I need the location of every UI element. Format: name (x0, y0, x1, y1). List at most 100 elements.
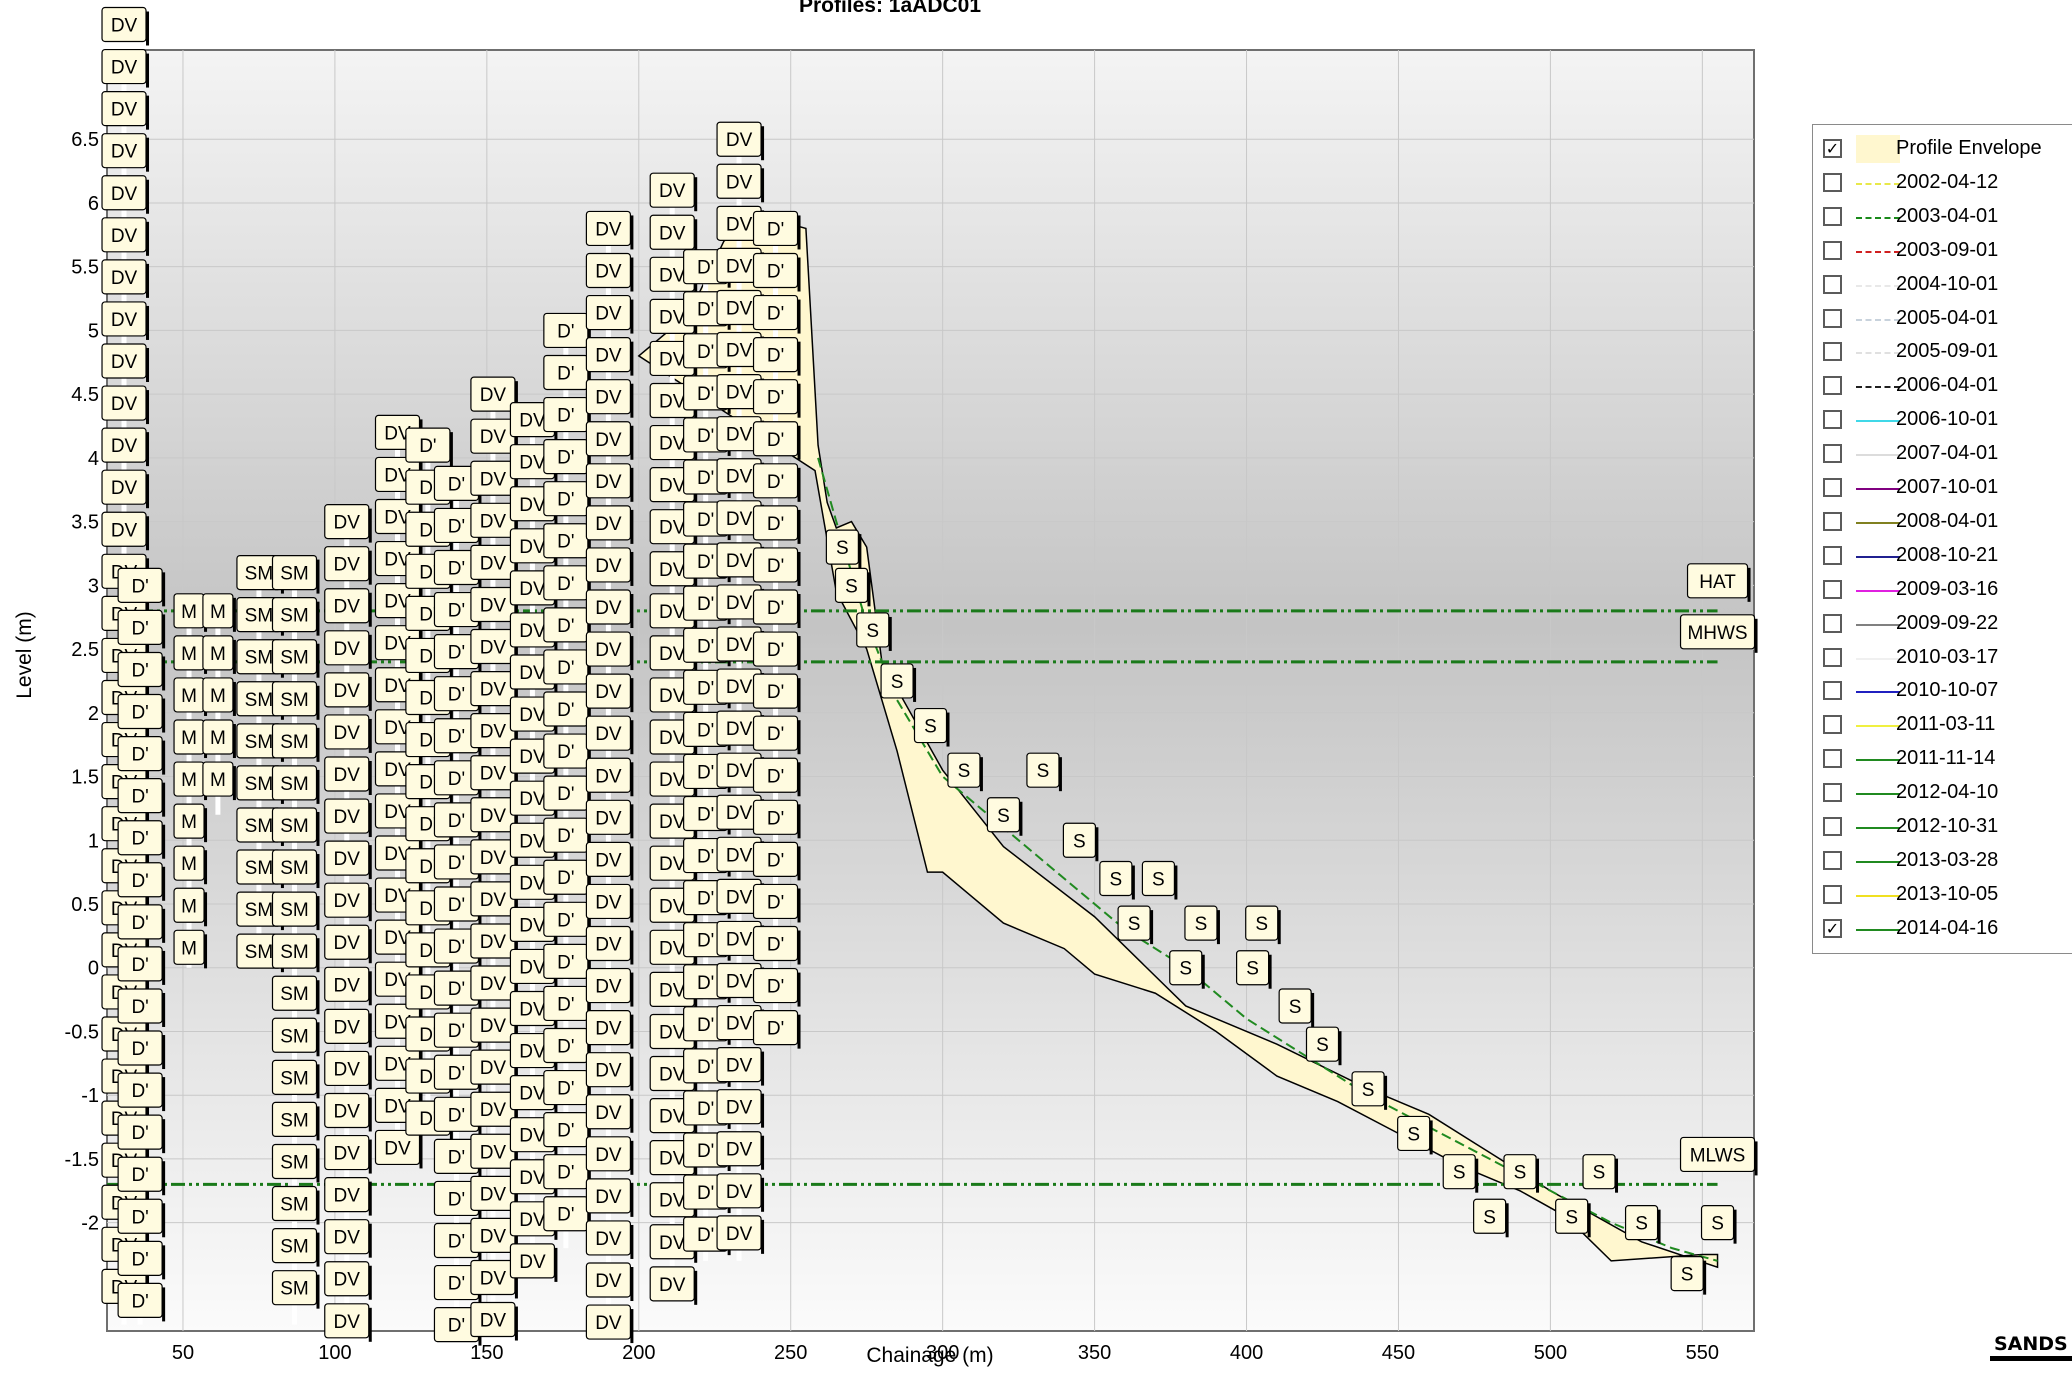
legend-item[interactable]: 2010-10-07 (1813, 675, 2072, 708)
legend-label: 2008-04-01 (1896, 509, 1999, 532)
legend-checkbox[interactable] (1823, 240, 1842, 260)
feature-label-box: D' (117, 1282, 166, 1322)
feature-label-text: DV (659, 812, 686, 833)
feature-label-text: D' (697, 1141, 714, 1162)
legend-item[interactable]: 2005-04-01 (1813, 303, 2072, 336)
feature-label-text: DV (334, 1312, 361, 1333)
feature-label-box: D' (543, 649, 591, 688)
feature-label-box: DV (470, 502, 518, 542)
feature-label-text: S (1453, 1163, 1466, 1184)
feature-label-box: S (1117, 905, 1154, 945)
feature-label-shadow (162, 782, 166, 817)
legend-checkbox[interactable] (1823, 647, 1842, 667)
legend-checkbox[interactable] (1823, 376, 1842, 396)
legend-checkbox[interactable] (1823, 884, 1842, 904)
feature-label-shadow (449, 432, 453, 467)
feature-label-text: DV (726, 593, 753, 614)
legend-item[interactable]: 2011-03-11 (1813, 709, 2072, 742)
feature-label-box: DV (101, 427, 150, 467)
legend-checkbox[interactable] (1823, 681, 1842, 701)
legend-checkbox[interactable] (1823, 511, 1842, 531)
feature-label-box: M (173, 929, 208, 969)
feature-label-box: DV (470, 1007, 518, 1047)
feature-label-shadow (146, 432, 150, 467)
legend-checkbox[interactable] (1823, 817, 1842, 836)
legend-checkbox[interactable] (1823, 478, 1842, 497)
feature-label-shadow (316, 854, 320, 889)
legend-item[interactable]: 2013-03-28 (1813, 845, 2072, 878)
feature-label-shadow (587, 1074, 591, 1109)
feature-label-shadow (146, 390, 150, 425)
feature-label-text: DV (659, 1022, 686, 1043)
feature-label-box: DV (324, 714, 372, 753)
feature-label-text: DV (659, 1191, 686, 1212)
legend-item[interactable]: 2005-09-01 (1813, 336, 2072, 369)
feature-label-box: DV (585, 421, 634, 460)
legend-item[interactable]: 2007-04-01 (1813, 438, 2072, 471)
feature-label-shadow (368, 1223, 372, 1258)
feature-label-shadow (1754, 618, 1758, 653)
legend-item[interactable]: 2008-04-01 (1813, 506, 2072, 539)
legend-label: Profile Envelope (1896, 137, 2042, 159)
legend-checkbox[interactable] (1823, 410, 1842, 430)
legend-item[interactable]: 2012-04-10 (1813, 777, 2072, 810)
legend-checkbox[interactable] (1823, 715, 1842, 735)
legend-checkbox[interactable] (1823, 342, 1842, 362)
legend-checkbox[interactable] (1823, 444, 1842, 464)
feature-label-box: D' (752, 547, 801, 586)
legend-checkbox[interactable] (1823, 850, 1842, 870)
feature-label-box: DV (101, 175, 150, 214)
feature-label-text: DV (480, 1268, 507, 1289)
feature-label-text: S (1128, 914, 1141, 935)
feature-label-text: DV (595, 1187, 622, 1208)
legend-item[interactable]: ✓ Profile Envelope (1813, 133, 2072, 166)
legend-checkbox[interactable] (1823, 206, 1842, 226)
feature-label-shadow (1384, 1075, 1388, 1110)
legend-item[interactable]: 2013-10-05 (1813, 879, 2072, 912)
feature-label-shadow (368, 887, 372, 922)
legend-item[interactable]: 2010-03-17 (1813, 642, 2072, 675)
legend-item[interactable]: 2011-11-14 (1813, 743, 2072, 776)
legend-item[interactable]: 2009-03-16 (1813, 574, 2072, 607)
feature-label-box: D' (752, 715, 801, 755)
legend-checkbox[interactable] (1823, 308, 1842, 328)
legend-checkbox[interactable] (1823, 783, 1842, 803)
legend-item[interactable]: 2007-10-01 (1813, 472, 2072, 505)
feature-label-shadow (368, 1181, 372, 1216)
legend-item[interactable]: 2008-10-21 (1813, 540, 2072, 573)
feature-label-frame (117, 1282, 163, 1319)
feature-label-text: DV (334, 555, 361, 576)
legend-item[interactable]: ✓ 2014-04-16 (1813, 913, 2072, 946)
feature-label-text: S (1593, 1163, 1606, 1184)
feature-label-shadow (162, 1119, 166, 1154)
feature-label-text: DV (111, 184, 138, 205)
feature-label-text: D' (557, 574, 574, 595)
feature-label-box: D' (117, 1114, 166, 1154)
legend-item[interactable]: 2006-10-01 (1813, 404, 2072, 437)
feature-label-text: SM (280, 942, 309, 963)
legend-checkbox[interactable] (1823, 613, 1842, 633)
legend-checkbox[interactable] (1823, 749, 1842, 769)
legend-item[interactable]: 2003-09-01 (1813, 235, 2072, 268)
feature-label-box: D' (117, 567, 166, 607)
feature-label-text: D' (557, 532, 574, 553)
legend-checkbox[interactable] (1823, 172, 1842, 192)
legend-item[interactable]: 2012-10-31 (1813, 811, 2072, 844)
legend-checkbox[interactable] (1823, 545, 1842, 565)
legend-label: 2005-09-01 (1896, 340, 1999, 363)
legend-item[interactable]: 2003-04-01 (1813, 201, 2072, 234)
feature-label-text: DV (726, 467, 753, 488)
legend-item[interactable]: 2009-09-22 (1813, 608, 2072, 641)
feature-label-text: SM (280, 858, 309, 879)
legend-checkbox[interactable]: ✓ (1823, 139, 1842, 158)
legend-checkbox[interactable] (1823, 274, 1842, 294)
feature-label-text: S (1407, 1124, 1420, 1145)
feature-label-shadow (316, 1274, 320, 1309)
legend-item[interactable]: 2002-04-12 (1813, 167, 2072, 200)
feature-label-shadow (761, 1051, 765, 1086)
legend-checkbox[interactable]: ✓ (1823, 918, 1842, 938)
legend-item[interactable]: 2004-10-01 (1813, 269, 2072, 302)
feature-label-text: D' (767, 808, 784, 829)
legend-checkbox[interactable] (1823, 579, 1842, 599)
legend-item[interactable]: 2006-04-01 (1813, 370, 2072, 403)
